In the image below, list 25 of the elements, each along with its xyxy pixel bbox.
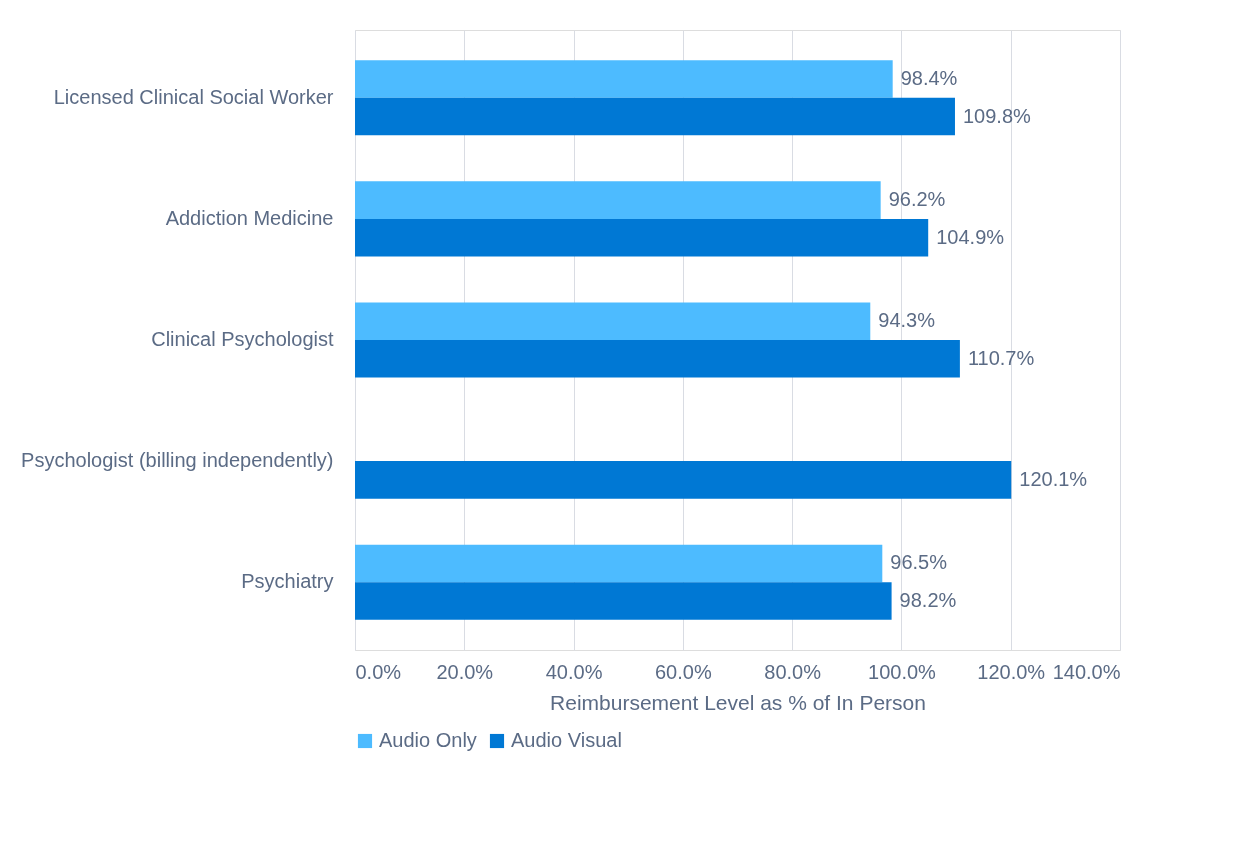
- y-tick-label: Licensed Clinical Social Worker: [53, 85, 334, 108]
- data-label: 120.1%: [1019, 467, 1088, 490]
- legend-label: Audio Visual: [511, 729, 622, 751]
- x-tick-label: 140.0%: [1052, 660, 1121, 683]
- x-tick-label: 100.0%: [868, 660, 937, 683]
- y-tick-label: Psychiatry: [241, 570, 334, 593]
- legend-label: Audio Only: [379, 729, 477, 751]
- y-tick-label: Clinical Psychologist: [151, 328, 334, 350]
- x-tick-label: 60.0%: [655, 660, 712, 683]
- data-label: 104.9%: [936, 225, 1005, 248]
- y-tick-label: Psychologist (billing independently): [21, 449, 334, 472]
- data-label: 96.2%: [888, 188, 946, 211]
- y-tick-label: Addiction Medicine: [165, 206, 334, 229]
- data-label: 98.2%: [899, 588, 957, 611]
- x-tick-label: 40.0%: [545, 660, 603, 683]
- data-label: 96.5%: [890, 551, 948, 574]
- x-tick-label: 80.0%: [764, 660, 822, 683]
- data-label: 94.3%: [878, 309, 936, 332]
- x-tick-label: 0.0%: [355, 660, 402, 683]
- data-label: 109.8%: [962, 104, 1032, 127]
- x-tick-label: 20.0%: [436, 660, 494, 683]
- x-tick-label: 120.0%: [977, 660, 1046, 683]
- data-label: 110.7%: [967, 346, 1035, 369]
- x-axis-title: Reimbursement Level as % of In Person: [550, 690, 926, 714]
- data-label: 98.4%: [900, 67, 958, 90]
